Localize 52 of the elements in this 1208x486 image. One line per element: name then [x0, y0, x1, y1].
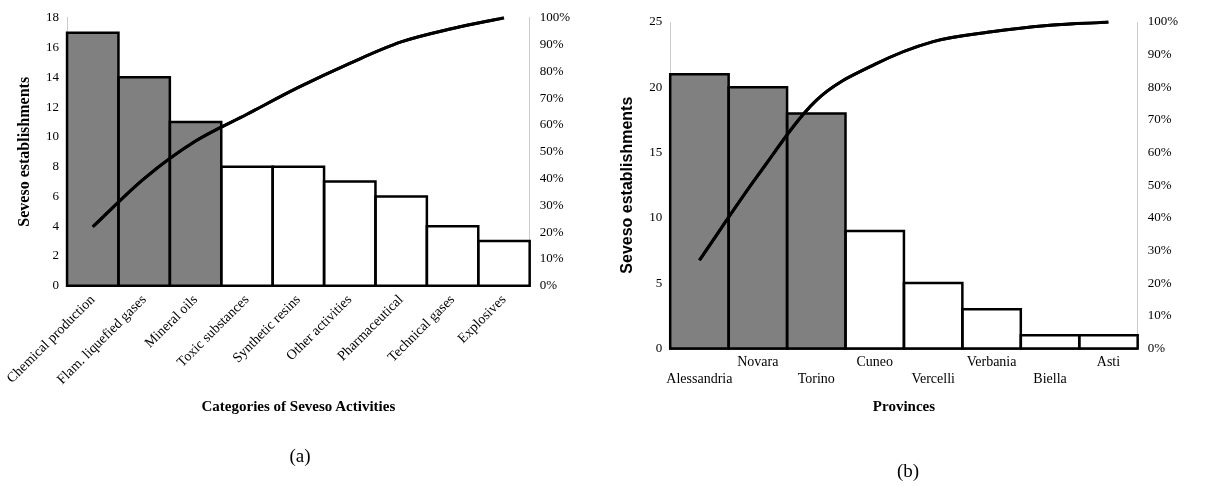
y-tick-label: 4 [52, 217, 60, 233]
y2-tick-label: 70% [1147, 111, 1172, 127]
y2-tick-label: 20% [539, 223, 564, 239]
y-tick-label: 20 [649, 78, 663, 94]
y2-tick-label: 90% [1147, 46, 1172, 62]
y-tick-label: 10 [46, 128, 60, 144]
y-tick-label: 25 [649, 13, 663, 29]
y-tick-label: 2 [52, 247, 60, 263]
y2-tick-label: 80% [539, 62, 564, 78]
y2-tick-label: 60% [539, 116, 564, 132]
y-tick-label: 18 [46, 9, 60, 25]
y2-tick-label: 30% [539, 196, 564, 212]
y2-tick-label: 20% [1147, 274, 1172, 290]
y2-tick-label: 50% [1147, 176, 1172, 192]
y2-tick-label: 10% [539, 250, 564, 266]
y2-tick-label: 50% [539, 143, 564, 159]
y-tick-label: 16 [46, 38, 60, 54]
y2-tick-label: 70% [539, 89, 564, 105]
y-axis-title: Seveso establishments [14, 76, 32, 227]
y-tick-label: 0 [52, 277, 60, 293]
y2-tick-label: 0% [1147, 339, 1166, 355]
text: (b) [895, 460, 921, 482]
x-tick-label: Asti [1096, 354, 1121, 370]
x-tick-label: Cuneo [856, 354, 893, 370]
y-axis-title: Seveso establishments [618, 96, 636, 274]
y2-tick-label: 10% [1147, 307, 1172, 323]
y-tick-label: 5 [655, 274, 663, 290]
y2-tick-label: 80% [1147, 78, 1172, 94]
x-tick-label: Verbania [966, 354, 1018, 370]
y2-tick-label: 60% [1147, 143, 1172, 159]
y-tick-label: 0 [655, 339, 663, 355]
y2-tick-label: 0% [539, 277, 558, 293]
y2-tick-label: 40% [1147, 209, 1172, 225]
x-tick-label: Vercelli [911, 371, 956, 387]
y2-tick-label: 90% [539, 36, 564, 52]
y-tick-label: 12 [46, 98, 60, 114]
y2-tick-label: 100% [1147, 13, 1179, 29]
x-tick-label: Torino [797, 371, 835, 387]
y2-tick-label: 30% [1147, 241, 1172, 257]
y-tick-label: 8 [52, 158, 60, 174]
x-tick-label: Alessandria [666, 371, 734, 387]
y2-tick-label: 100% [539, 9, 571, 25]
y-tick-label: 14 [46, 68, 60, 84]
y2-tick-label: 40% [539, 169, 564, 185]
x-tick-label: Biella [1033, 371, 1068, 387]
x-axis-title: Categories of Seveso Activities [201, 397, 396, 414]
x-tick-label: Novara [737, 354, 780, 370]
y-tick-label: 10 [649, 209, 663, 225]
y-tick-label: 6 [52, 187, 60, 203]
x-axis-title: Provinces [872, 397, 936, 414]
y-tick-label: 15 [649, 143, 663, 159]
text: (a) [288, 445, 312, 467]
